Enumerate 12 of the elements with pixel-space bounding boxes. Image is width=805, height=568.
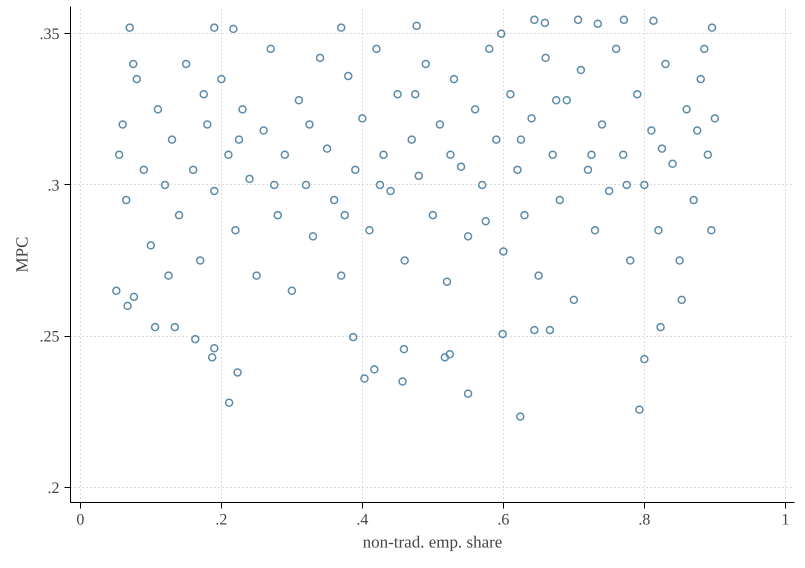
x-axis-title: non-trad. emp. share [362,532,502,552]
x-tick-label: .8 [638,512,650,528]
y-tick-label: .2 [48,480,60,497]
y-axis-title: MPC [12,236,32,272]
y-tick-label: .35 [40,26,60,44]
y-tick-label: .3 [48,177,60,194]
x-tick-label: .6 [497,512,510,528]
x-tick-label: 1 [781,512,790,528]
x-tick-label: .2 [215,512,228,528]
x-tick-label: 0 [76,512,84,528]
x-tick-label: .4 [356,512,368,528]
y-tick-label: .25 [40,328,60,346]
